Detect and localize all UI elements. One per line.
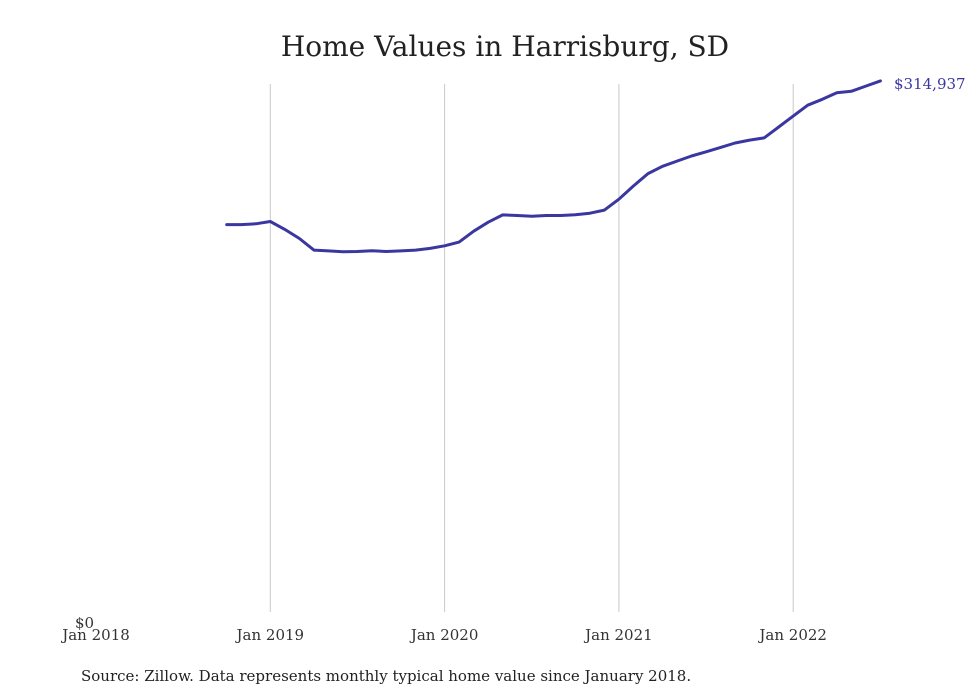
data-point (661, 165, 664, 168)
data-point (618, 198, 620, 200)
data-point (719, 146, 722, 149)
data-point (269, 220, 272, 223)
data-point (705, 151, 707, 153)
data-point (850, 90, 853, 93)
data-point (879, 80, 882, 82)
data-point (734, 142, 736, 144)
data-point (342, 250, 344, 253)
data-point (487, 221, 490, 223)
data-point (385, 250, 388, 253)
data-point (443, 245, 446, 247)
data-point (560, 214, 562, 217)
data-point (472, 230, 475, 232)
data-point (821, 98, 824, 101)
data-point (836, 92, 838, 94)
data-point (298, 237, 301, 240)
data-point (792, 115, 794, 117)
data-point (313, 249, 315, 251)
data-point (225, 223, 228, 226)
data-point (429, 247, 431, 250)
gridlines (269, 84, 794, 612)
x-tick-label: Jan 2019 (235, 626, 305, 644)
y-tick-label-zero: $0 (75, 614, 94, 632)
data-point (748, 139, 751, 141)
data-point (284, 228, 286, 231)
chart-source-note: Source: Zillow. Data represents monthly … (81, 667, 692, 685)
series-line-0 (225, 79, 882, 254)
data-point (501, 214, 504, 216)
data-point (690, 155, 693, 157)
data-point (865, 85, 867, 87)
data-point (676, 160, 678, 162)
data-point (327, 250, 330, 252)
data-point (371, 249, 373, 252)
data-point (531, 215, 533, 217)
data-point (763, 137, 765, 139)
x-tick-label: Jan 2018 (60, 626, 130, 644)
data-point (806, 104, 809, 106)
data-point (589, 212, 591, 214)
chart-title: Home Values in Harrisburg, SD (280, 30, 730, 63)
data-point (545, 214, 548, 217)
data-point (458, 241, 460, 243)
series-lines (225, 79, 882, 254)
data-point (574, 213, 577, 216)
x-axis-ticks: Jan 2018 Jan 2019 Jan 2020 Jan 2021 Jan 2022 (60, 626, 827, 644)
data-point (356, 250, 359, 253)
data-point (414, 249, 417, 251)
x-tick-label: Jan 2021 (583, 626, 653, 644)
data-point (647, 172, 649, 175)
data-point (255, 223, 257, 225)
data-point (777, 126, 780, 128)
x-tick-label: Jan 2020 (409, 626, 479, 644)
data-point (240, 223, 243, 226)
data-point (516, 214, 518, 217)
end-value-label: $314,937 (894, 75, 966, 93)
data-point (400, 250, 402, 252)
data-point (632, 185, 635, 187)
data-point (603, 209, 606, 211)
x-tick-label: Jan 2022 (757, 626, 827, 644)
